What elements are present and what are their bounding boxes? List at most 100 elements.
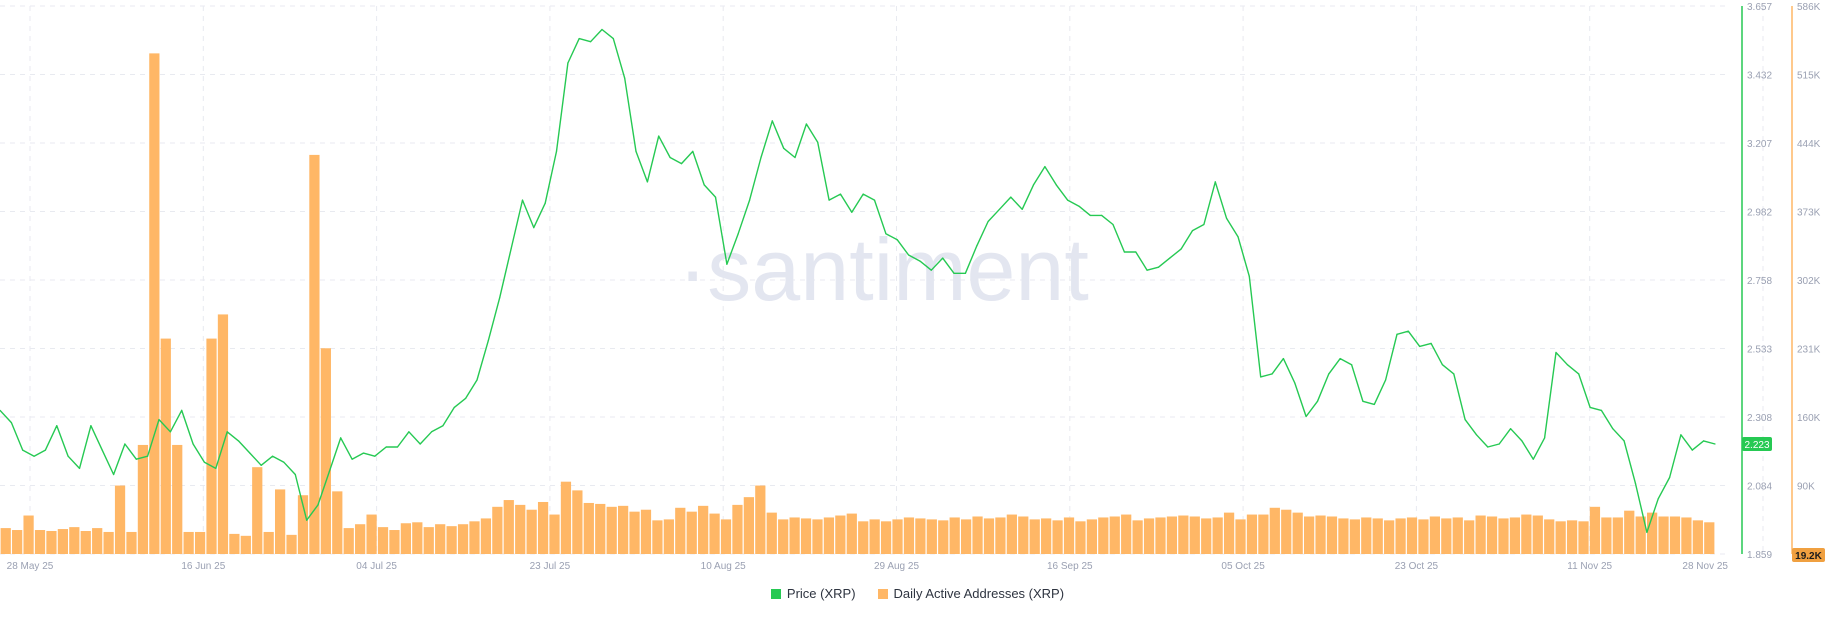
price-point [158,419,160,421]
price-point [1669,476,1671,479]
address-bar [572,490,583,554]
address-bar [869,519,880,554]
addresses-tick-label: 444K [1797,139,1821,150]
address-bar [949,517,960,554]
price-point [317,504,319,506]
price-point [862,193,864,195]
price-point [1351,364,1353,366]
price-point [737,233,739,235]
address-bar [686,511,697,554]
price-point [0,409,1,411]
address-bar [1555,521,1566,554]
address-bar [1075,521,1086,554]
current-addresses-badge: 19.2K [1792,548,1825,562]
price-point [1328,373,1330,375]
address-bar [492,506,503,554]
price-point [1169,257,1171,259]
address-bar [1704,522,1715,554]
price-point [249,452,251,454]
address-bar [675,507,686,554]
address-bar [972,516,983,554]
price-point [499,297,501,299]
x-tick-label: 23 Oct 25 [1395,561,1439,572]
address-bar [469,521,480,554]
price-point [306,519,308,521]
price-point [1703,440,1705,442]
address-bar [858,521,869,554]
address-bar [1509,517,1521,554]
price-point [1691,449,1693,451]
price-point [930,269,932,271]
x-tick-label: 10 Aug 25 [701,561,746,572]
address-bar [1189,516,1200,554]
legend-swatch-addresses [877,588,888,599]
address-bar [0,528,11,554]
price-point [1373,403,1375,405]
price-point [1055,184,1057,186]
address-bar [446,526,457,554]
address-bar [915,518,926,554]
price-point [533,227,535,229]
price-point [1532,458,1534,460]
address-bar [1441,518,1452,554]
legend-item-addresses[interactable]: Daily Active Addresses (XRP) [877,586,1064,601]
address-bar [961,519,972,554]
address-bar [217,314,229,554]
current-price-label: 2.223 [1744,440,1769,451]
legend-item-price[interactable]: Price (XRP) [770,586,856,601]
price-point [885,233,887,235]
price-point [1089,214,1091,216]
address-bar [1338,518,1349,554]
address-bar [457,524,469,554]
address-bar [526,509,537,554]
address-bar [1429,516,1440,554]
price-point [1385,379,1387,381]
price-point [896,239,898,241]
address-bar [1681,517,1692,554]
address-bar [1201,518,1212,554]
address-bar [812,519,823,554]
price-point [919,260,921,262]
address-bar [1223,512,1235,554]
price-point [328,470,330,472]
address-bar [69,527,80,554]
address-bar [263,531,274,554]
price-point [192,443,194,445]
x-tick-label: 16 Sep 25 [1047,561,1093,572]
price-point [22,449,24,451]
price-point [692,150,694,152]
address-bar [1109,516,1120,554]
address-bar [606,506,617,554]
address-bar [1589,506,1601,554]
address-bar [412,522,423,554]
address-bar [1155,517,1166,554]
address-bar [46,530,57,554]
price-point [44,449,47,451]
price-point [135,458,137,460]
price-point [1441,364,1443,366]
addresses-bars [0,53,1715,555]
price-point [1612,428,1614,430]
price-point [419,443,421,445]
price-point [726,263,728,265]
price-point [1362,400,1364,402]
address-bar [1475,515,1486,554]
price-point [601,28,603,31]
address-bar [515,504,526,554]
price-point [590,41,592,43]
price-point [1010,196,1012,198]
address-bar [423,527,434,554]
address-bar [1235,519,1246,554]
price-point [908,254,910,256]
price-point [272,455,274,457]
price-point [1600,409,1602,411]
price-point [1453,373,1455,375]
price-point [56,425,58,427]
address-bar [1612,517,1623,554]
x-tick-label: 23 Jul 25 [530,561,571,572]
address-bar [1395,518,1406,554]
address-bar [1292,512,1303,554]
address-bar [1281,509,1292,554]
address-bar [332,491,343,554]
price-point [794,156,796,159]
